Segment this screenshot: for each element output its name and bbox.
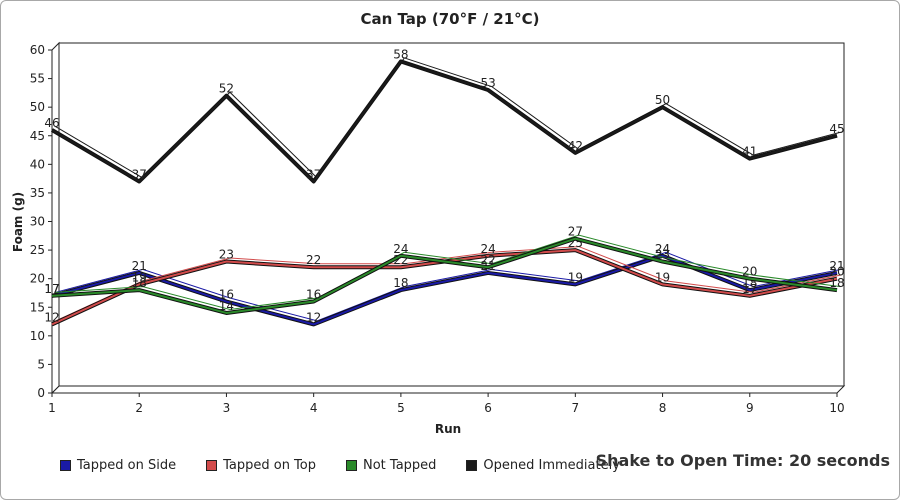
x-tick-label: 4 bbox=[310, 401, 318, 415]
data-label: 20 bbox=[829, 265, 844, 279]
y-tick-label: 30 bbox=[30, 215, 45, 229]
data-label: 58 bbox=[393, 47, 408, 61]
legend-label: Tapped on Top bbox=[223, 457, 316, 473]
chart-side-wall bbox=[51, 41, 60, 395]
data-label: 24 bbox=[655, 242, 670, 256]
x-tick-label: 1 bbox=[48, 401, 56, 415]
series-line-depth-3 bbox=[55, 234, 841, 310]
x-tick-label: 8 bbox=[659, 401, 667, 415]
chart-floor bbox=[50, 385, 846, 394]
data-label: 41 bbox=[742, 145, 757, 159]
legend-label: Opened Immediately bbox=[483, 457, 620, 473]
legend: Tapped on Side Tapped on Top Not Tapped Ope… bbox=[60, 456, 650, 474]
data-label: 19 bbox=[568, 270, 583, 284]
data-label: 21 bbox=[829, 259, 844, 273]
data-label: 16 bbox=[219, 288, 234, 302]
x-tick-label: 7 bbox=[572, 401, 580, 415]
x-tick-label: 10 bbox=[829, 401, 844, 415]
series-line-1 bbox=[51, 254, 838, 326]
data-label: 22 bbox=[480, 253, 495, 267]
data-label: 46 bbox=[44, 116, 59, 130]
data-label: 12 bbox=[306, 310, 321, 324]
x-tick-label: 2 bbox=[135, 401, 143, 415]
data-label: 18 bbox=[829, 276, 844, 290]
data-label: 37 bbox=[132, 167, 147, 181]
data-label: 50 bbox=[655, 93, 670, 107]
x-axis-title: Run bbox=[435, 422, 461, 436]
data-label: 17 bbox=[742, 282, 757, 296]
data-label: 19 bbox=[132, 270, 147, 284]
data-label: 18 bbox=[393, 276, 408, 290]
chart-title: Can Tap (70°F / 21°C) bbox=[360, 10, 539, 28]
legend-swatch bbox=[60, 459, 71, 471]
data-label: 17 bbox=[44, 282, 59, 296]
y-tick-label: 50 bbox=[30, 100, 45, 114]
data-label: 16 bbox=[306, 288, 321, 302]
data-label: 21 bbox=[132, 259, 147, 273]
y-tick-label: 45 bbox=[30, 129, 45, 143]
x-tick-label: 5 bbox=[397, 401, 405, 415]
data-label: 20 bbox=[742, 265, 757, 279]
series-line-4 bbox=[51, 60, 838, 183]
data-label: 42 bbox=[568, 139, 583, 153]
y-tick-label: 10 bbox=[30, 329, 45, 343]
y-tick-label: 15 bbox=[30, 300, 45, 314]
data-label: 19 bbox=[655, 270, 670, 284]
data-label: 53 bbox=[480, 76, 495, 90]
data-label: 37 bbox=[306, 167, 321, 181]
data-label: 22 bbox=[306, 253, 321, 267]
back-wall bbox=[58, 42, 845, 386]
legend-label: Tapped on Side bbox=[77, 457, 177, 473]
legend-item: Tapped on Side bbox=[60, 458, 176, 473]
legend-label: Not Tapped bbox=[363, 457, 437, 473]
y-tick-label: 0 bbox=[37, 386, 45, 400]
data-label: 14 bbox=[219, 299, 234, 313]
data-label: 24 bbox=[480, 242, 495, 256]
data-label: 52 bbox=[219, 82, 234, 96]
legend-item: Tapped on Top bbox=[206, 458, 316, 473]
y-tick-label: 20 bbox=[30, 272, 45, 286]
y-tick-label: 40 bbox=[30, 157, 45, 171]
legend-swatch bbox=[466, 459, 478, 471]
y-tick-label: 55 bbox=[30, 72, 45, 86]
data-label: 27 bbox=[568, 225, 583, 239]
series-line-outline-4 bbox=[50, 59, 838, 184]
data-label: 12 bbox=[44, 310, 59, 324]
shake-time-annotation: Shake to Open Time: 20 seconds bbox=[595, 451, 890, 470]
data-label: 24 bbox=[393, 242, 408, 256]
y-tick-label: 60 bbox=[30, 43, 45, 57]
legend-swatch bbox=[346, 459, 357, 471]
legend-item: Not Tapped bbox=[346, 458, 436, 473]
x-tick-label: 9 bbox=[746, 401, 754, 415]
x-tick-label: 3 bbox=[223, 401, 231, 415]
y-tick-label: 35 bbox=[30, 186, 45, 200]
y-tick-label: 25 bbox=[30, 243, 45, 257]
y-axis-title: Foam (g) bbox=[11, 192, 25, 252]
data-label: 23 bbox=[655, 248, 670, 262]
legend-item: Opened Immediately bbox=[466, 458, 620, 473]
x-tick-label: 6 bbox=[484, 401, 492, 415]
data-label: 23 bbox=[219, 248, 234, 262]
data-label: 18 bbox=[132, 276, 147, 290]
series-line-3 bbox=[51, 237, 838, 314]
legend-swatch bbox=[206, 459, 218, 471]
y-tick-label: 5 bbox=[37, 357, 45, 371]
data-label: 45 bbox=[829, 122, 844, 136]
